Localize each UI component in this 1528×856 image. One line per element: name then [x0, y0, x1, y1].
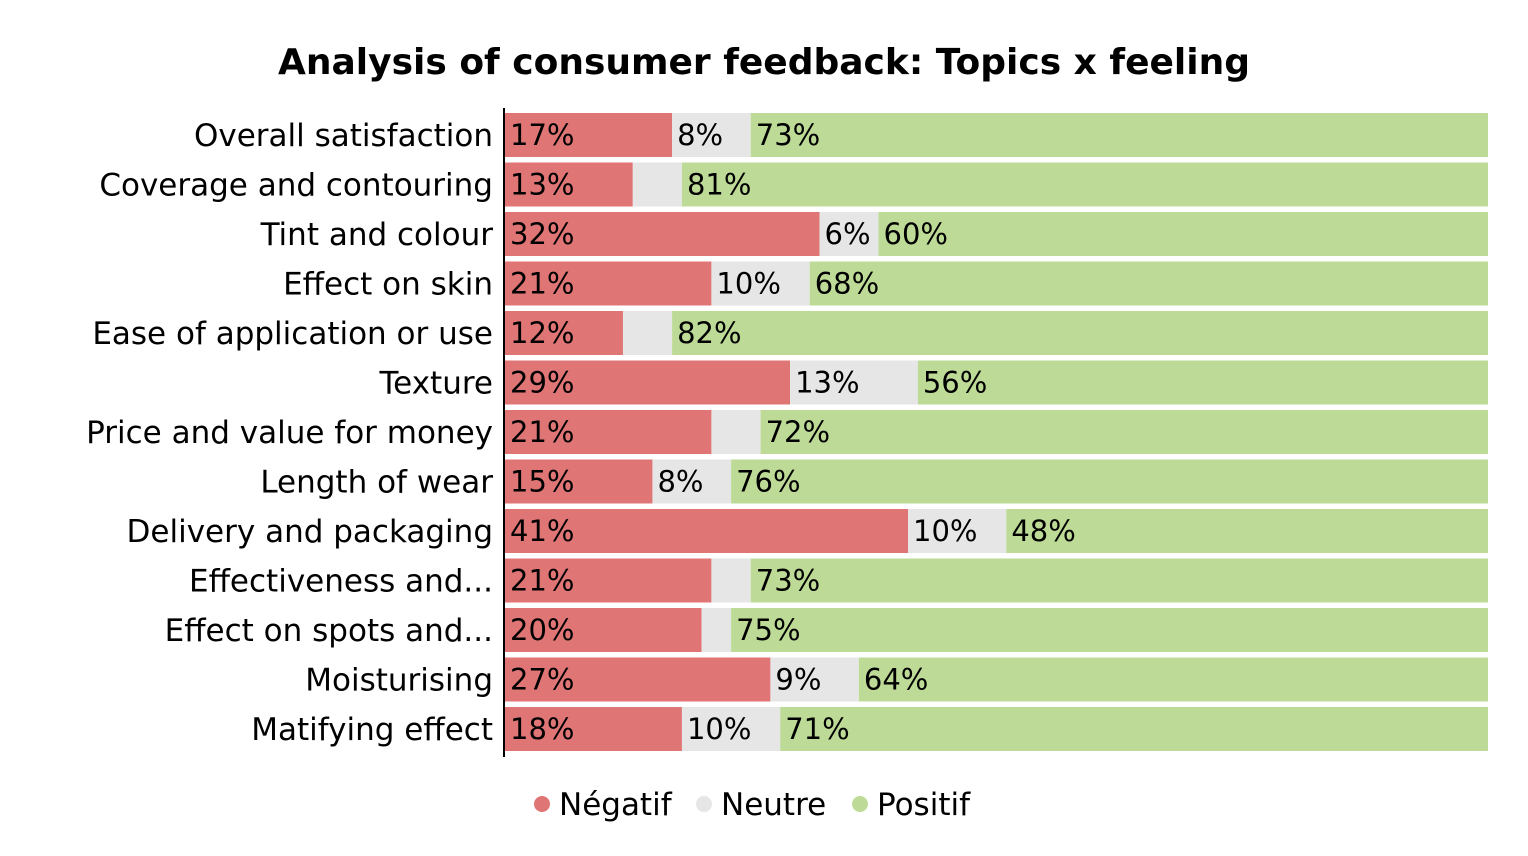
data-label: 10% [687, 712, 751, 746]
data-label: 18% [510, 712, 574, 746]
bar-segment [908, 509, 1007, 553]
bar-segment [505, 261, 712, 306]
category-label: Texture [379, 366, 493, 402]
data-label: 71% [785, 712, 849, 746]
data-label: 72% [766, 415, 830, 449]
bar-segment [505, 707, 682, 751]
bar-segment [760, 410, 1488, 454]
data-label: 29% [510, 366, 574, 400]
bar-segment [622, 311, 673, 355]
data-label: 56% [923, 366, 987, 400]
bar-segment [809, 261, 1488, 306]
category-label: Effect on skin [283, 267, 493, 303]
bar-segment [681, 707, 781, 751]
bar-segment [505, 360, 791, 405]
bar-segment [681, 162, 1488, 207]
data-label: 13% [510, 168, 574, 202]
bar-segment [819, 212, 879, 256]
bar-segment [731, 459, 1488, 504]
bar-segment [505, 311, 623, 355]
data-label: 60% [884, 217, 948, 251]
data-label: 12% [510, 316, 574, 350]
data-label: 68% [815, 267, 879, 301]
legend-marker [852, 796, 868, 812]
bars-layer: 17% 8% 73% 13% 81% 32% 6% 60% 21% 10% 68% 12% 82% 29%… [505, 113, 1488, 751]
data-label: 15% [510, 465, 574, 499]
bar-segment [750, 113, 1488, 157]
bar-segment [750, 558, 1488, 603]
bar-segment [917, 360, 1488, 405]
bar-segment [711, 410, 761, 454]
data-label: 27% [510, 663, 574, 697]
category-label: Overall satisfaction [194, 118, 493, 154]
data-label: 20% [510, 613, 574, 647]
category-label: Length of wear [260, 465, 493, 501]
bar-segment [711, 558, 751, 603]
bar-segment [770, 657, 859, 702]
data-label: 21% [510, 415, 574, 449]
category-label: Moisturising [305, 663, 493, 699]
category-label: Delivery and packaging [127, 514, 493, 550]
data-label: 75% [736, 613, 800, 647]
data-label: 81% [687, 168, 751, 202]
bar-segment [672, 311, 1488, 355]
data-label: 17% [510, 118, 574, 152]
category-label: Effectiveness and... [189, 564, 493, 600]
legend-label: Neutre [721, 787, 826, 823]
bar-segment [790, 360, 918, 405]
bar-segment [701, 608, 732, 652]
legend-marker [534, 796, 550, 812]
bar-segment [672, 113, 751, 157]
bar-segment [878, 212, 1488, 256]
chart-title: Analysis of consumer feedback: Topics x … [278, 42, 1250, 83]
category-label: Tint and colour [260, 217, 494, 253]
category-label: Price and value for money [86, 415, 493, 451]
bar-segment [652, 459, 732, 504]
category-label: Coverage and contouring [99, 168, 493, 204]
data-label: 21% [510, 267, 574, 301]
data-label: 8% [657, 465, 703, 499]
data-label: 10% [716, 267, 780, 301]
bar-segment [505, 558, 712, 603]
category-label: Matifying effect [251, 712, 493, 748]
category-label: Effect on spots and... [165, 613, 493, 649]
legend-label: Positif [877, 787, 971, 823]
data-label: 10% [913, 514, 977, 548]
data-label: 64% [864, 663, 928, 697]
bar-segment [731, 608, 1488, 652]
bar-segment [711, 261, 810, 306]
category-label: Ease of application or use [92, 316, 493, 352]
data-label: 32% [510, 217, 574, 251]
bar-segment [505, 410, 712, 454]
bar-segment [505, 657, 771, 702]
legend: Négatif Neutre Positif [534, 787, 971, 823]
data-label: 82% [677, 316, 741, 350]
bar-segment [505, 162, 633, 207]
bar-segment [505, 212, 820, 256]
bar-segment [505, 113, 673, 157]
data-label: 48% [1011, 514, 1075, 548]
bar-segment [780, 707, 1488, 751]
data-label: 9% [775, 663, 821, 697]
data-label: 41% [510, 514, 574, 548]
bar-segment [505, 509, 909, 553]
category-labels: Overall satisfaction Coverage and contour… [86, 118, 493, 748]
bar-segment [858, 657, 1488, 702]
bar-segment [632, 162, 682, 207]
data-label: 8% [677, 118, 723, 152]
data-label: 73% [756, 564, 820, 598]
data-label: 13% [795, 366, 859, 400]
bar-segment [1006, 509, 1488, 553]
bar-segment [505, 459, 653, 504]
bar-segment [505, 608, 702, 652]
data-label: 76% [736, 465, 800, 499]
legend-marker [696, 796, 712, 812]
data-label: 21% [510, 564, 574, 598]
data-label: 73% [756, 118, 820, 152]
legend-label: Négatif [559, 787, 673, 823]
data-label: 6% [825, 217, 871, 251]
